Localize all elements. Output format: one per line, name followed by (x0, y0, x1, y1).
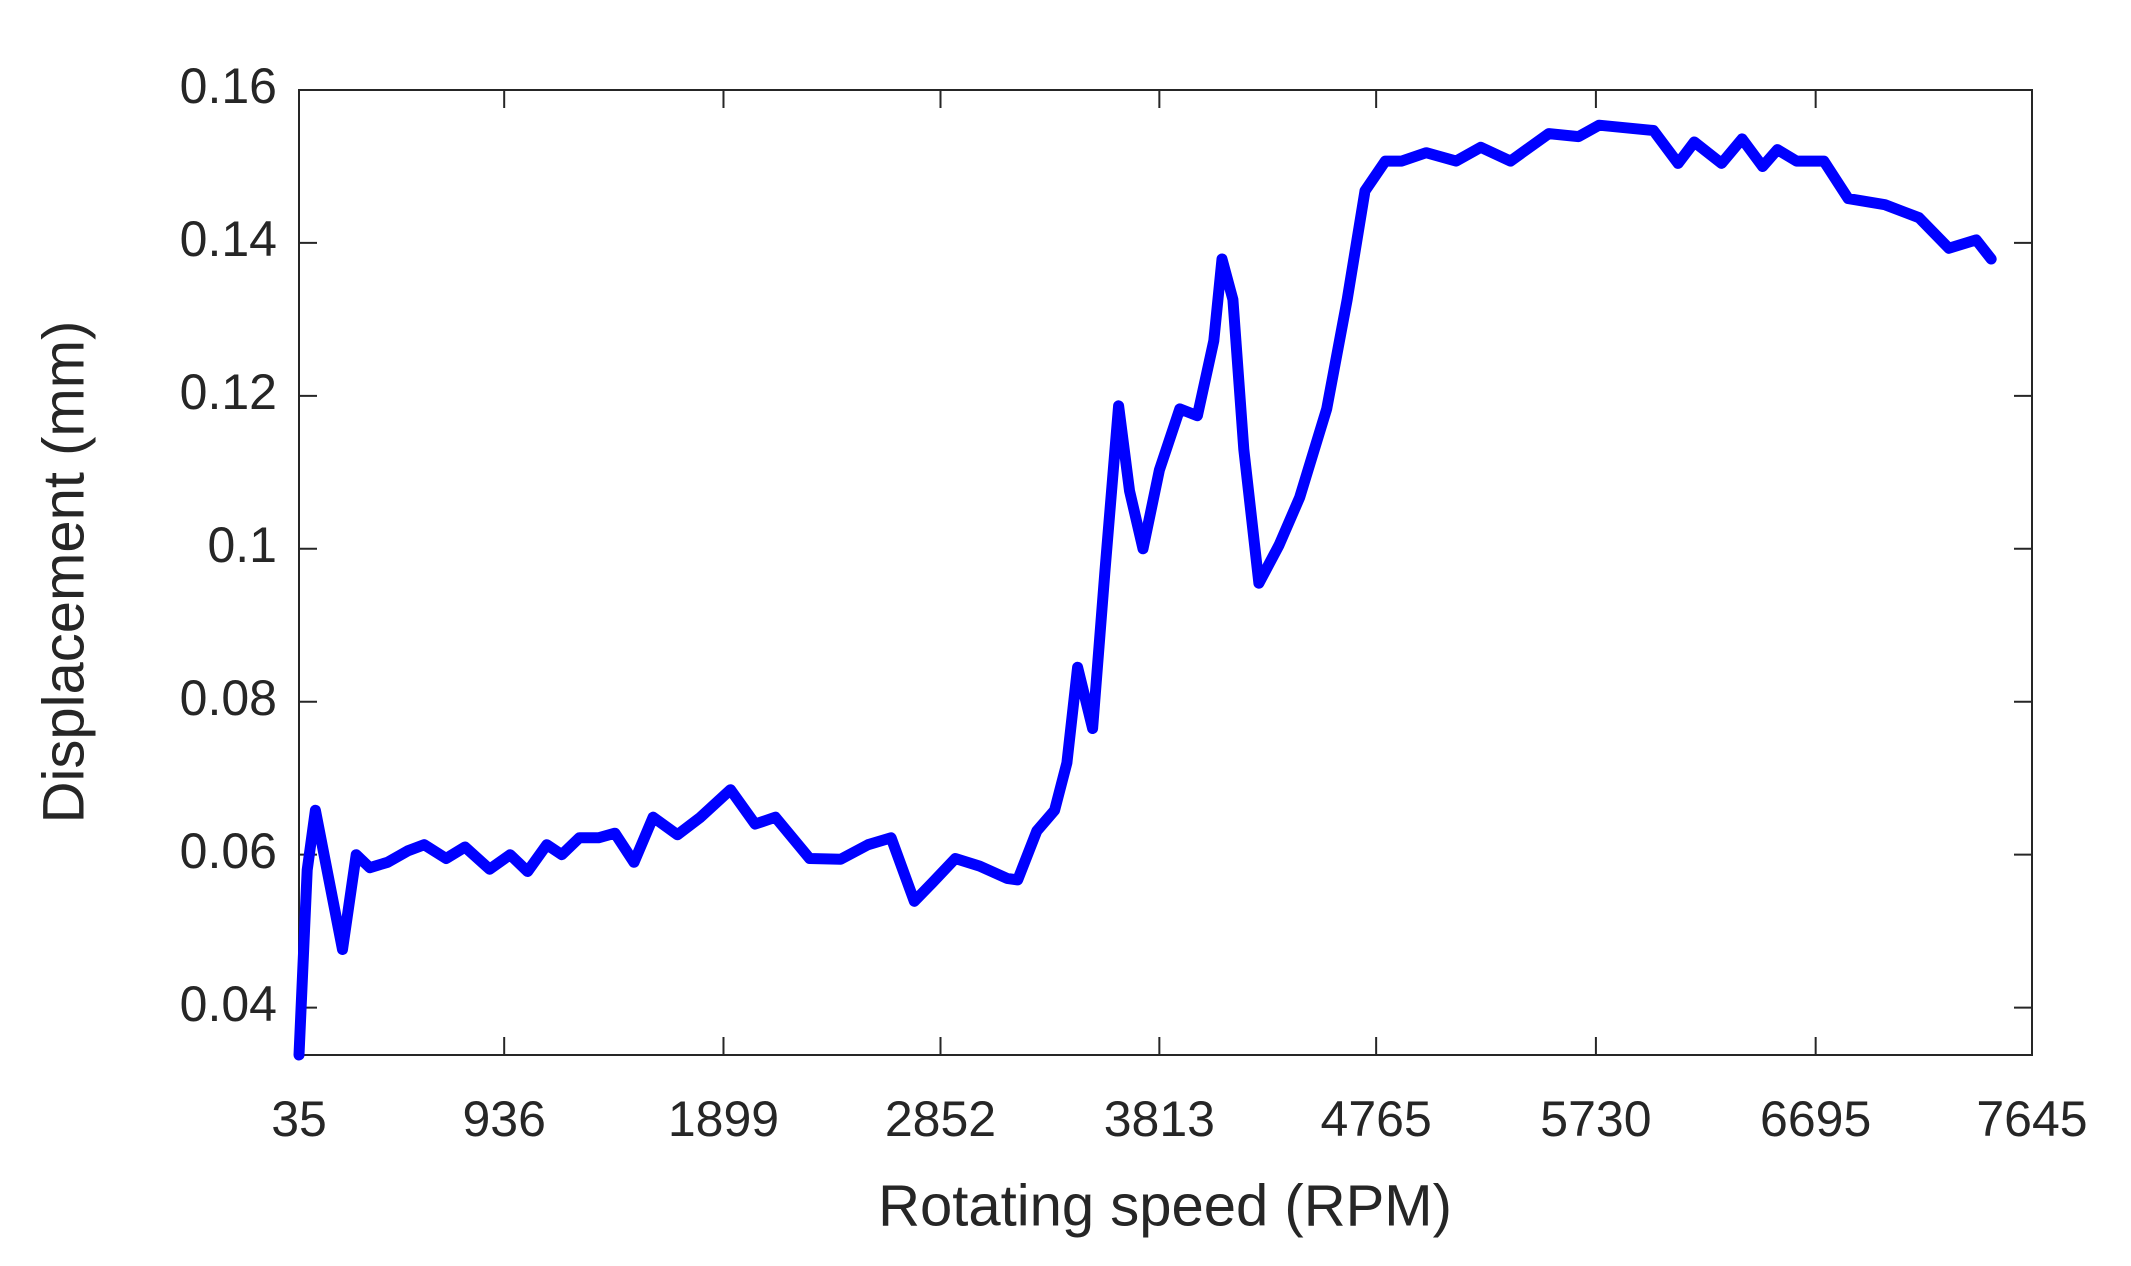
y-tick-label: 0.1 (207, 517, 277, 573)
y-tick-label: 0.14 (180, 211, 277, 267)
x-tick-label: 936 (462, 1091, 545, 1147)
y-axis-label: Displacement (mm) (31, 321, 96, 824)
y-tick-label: 0.08 (180, 670, 277, 726)
x-tick-label: 1899 (668, 1091, 779, 1147)
x-tick-label: 35 (271, 1091, 327, 1147)
x-tick-label: 4765 (1321, 1091, 1432, 1147)
x-tick-label: 6695 (1760, 1091, 1871, 1147)
y-tick-label: 0.12 (180, 364, 277, 420)
x-axis-label: Rotating speed (RPM) (878, 1173, 1452, 1238)
y-tick-label: 0.04 (180, 976, 277, 1032)
y-tick-label: 0.06 (180, 823, 277, 879)
x-tick-label: 2852 (885, 1091, 996, 1147)
x-tick-label: 7645 (1976, 1091, 2087, 1147)
y-tick-label: 0.16 (180, 58, 277, 114)
data-line (293, 119, 1997, 1061)
plot-frame (298, 89, 2033, 1056)
x-tick-label: 3813 (1104, 1091, 1215, 1147)
x-tick-label: 5730 (1540, 1091, 1651, 1147)
